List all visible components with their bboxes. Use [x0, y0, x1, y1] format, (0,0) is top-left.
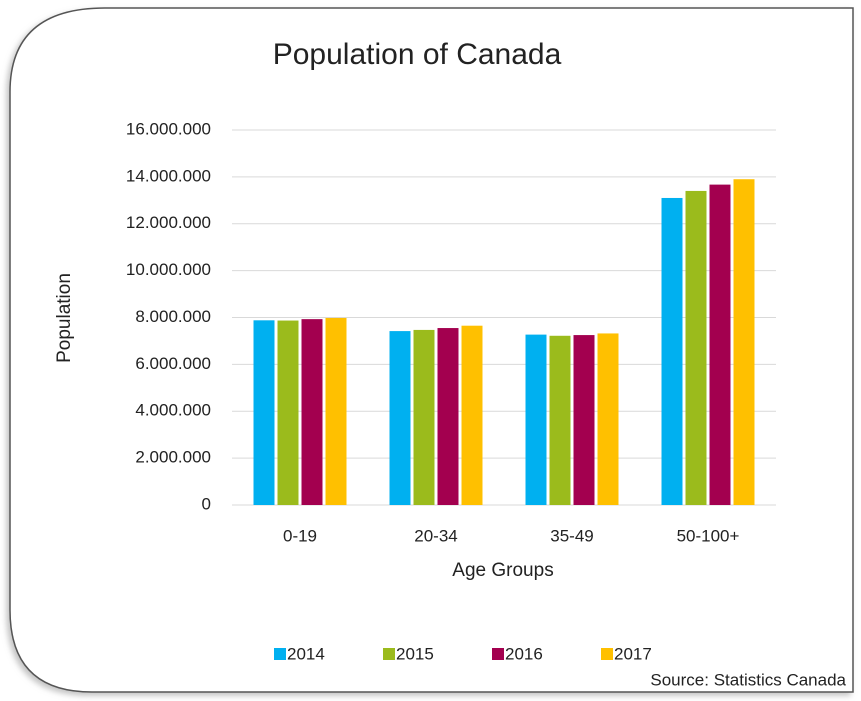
legend-swatch	[274, 648, 286, 660]
bar	[549, 335, 571, 505]
legend-swatch	[383, 648, 395, 660]
bar	[733, 179, 755, 505]
bar	[253, 320, 275, 505]
y-tick-label: 4.000.000	[135, 401, 211, 420]
bar	[661, 197, 683, 505]
chart-title: Population of Canada	[273, 38, 562, 71]
bar	[277, 320, 299, 505]
legend-label: 2016	[505, 644, 543, 663]
source: Source: Statistics Canada	[650, 670, 846, 689]
bar	[709, 184, 731, 505]
legend-label: 2014	[287, 644, 325, 663]
y-tick-label: 8.000.000	[135, 307, 211, 326]
bar	[301, 319, 323, 505]
y-tick-label: 10.000.000	[126, 260, 211, 279]
bar	[413, 329, 435, 505]
y-tick-label: 2.000.000	[135, 448, 211, 467]
legend-label: 2017	[614, 644, 652, 663]
y-tick-label: 14.000.000	[126, 166, 211, 185]
x-tick-label: 35-49	[550, 526, 593, 545]
y-axis-label: Population	[54, 273, 75, 363]
bar	[437, 328, 459, 505]
x-tick-label: 50-100+	[677, 526, 740, 545]
bar	[389, 331, 411, 505]
x-tick-label: 20-34	[414, 526, 457, 545]
bar	[597, 333, 619, 505]
x-axis-label: Age Groups	[452, 560, 553, 581]
y-tick-label: 6.000.000	[135, 354, 211, 373]
legend-label: 2015	[396, 644, 434, 663]
bar	[461, 325, 483, 505]
bar	[525, 334, 547, 505]
bar	[685, 190, 707, 505]
legend-swatch	[492, 648, 504, 660]
bar	[573, 335, 595, 505]
y-tick-label: 16.000.000	[126, 119, 211, 138]
y-tick-label: 12.000.000	[126, 213, 211, 232]
x-tick-label: 0-19	[283, 526, 317, 545]
y-tick-label: 0	[202, 494, 211, 513]
bar	[325, 317, 347, 505]
legend-swatch	[601, 648, 613, 660]
